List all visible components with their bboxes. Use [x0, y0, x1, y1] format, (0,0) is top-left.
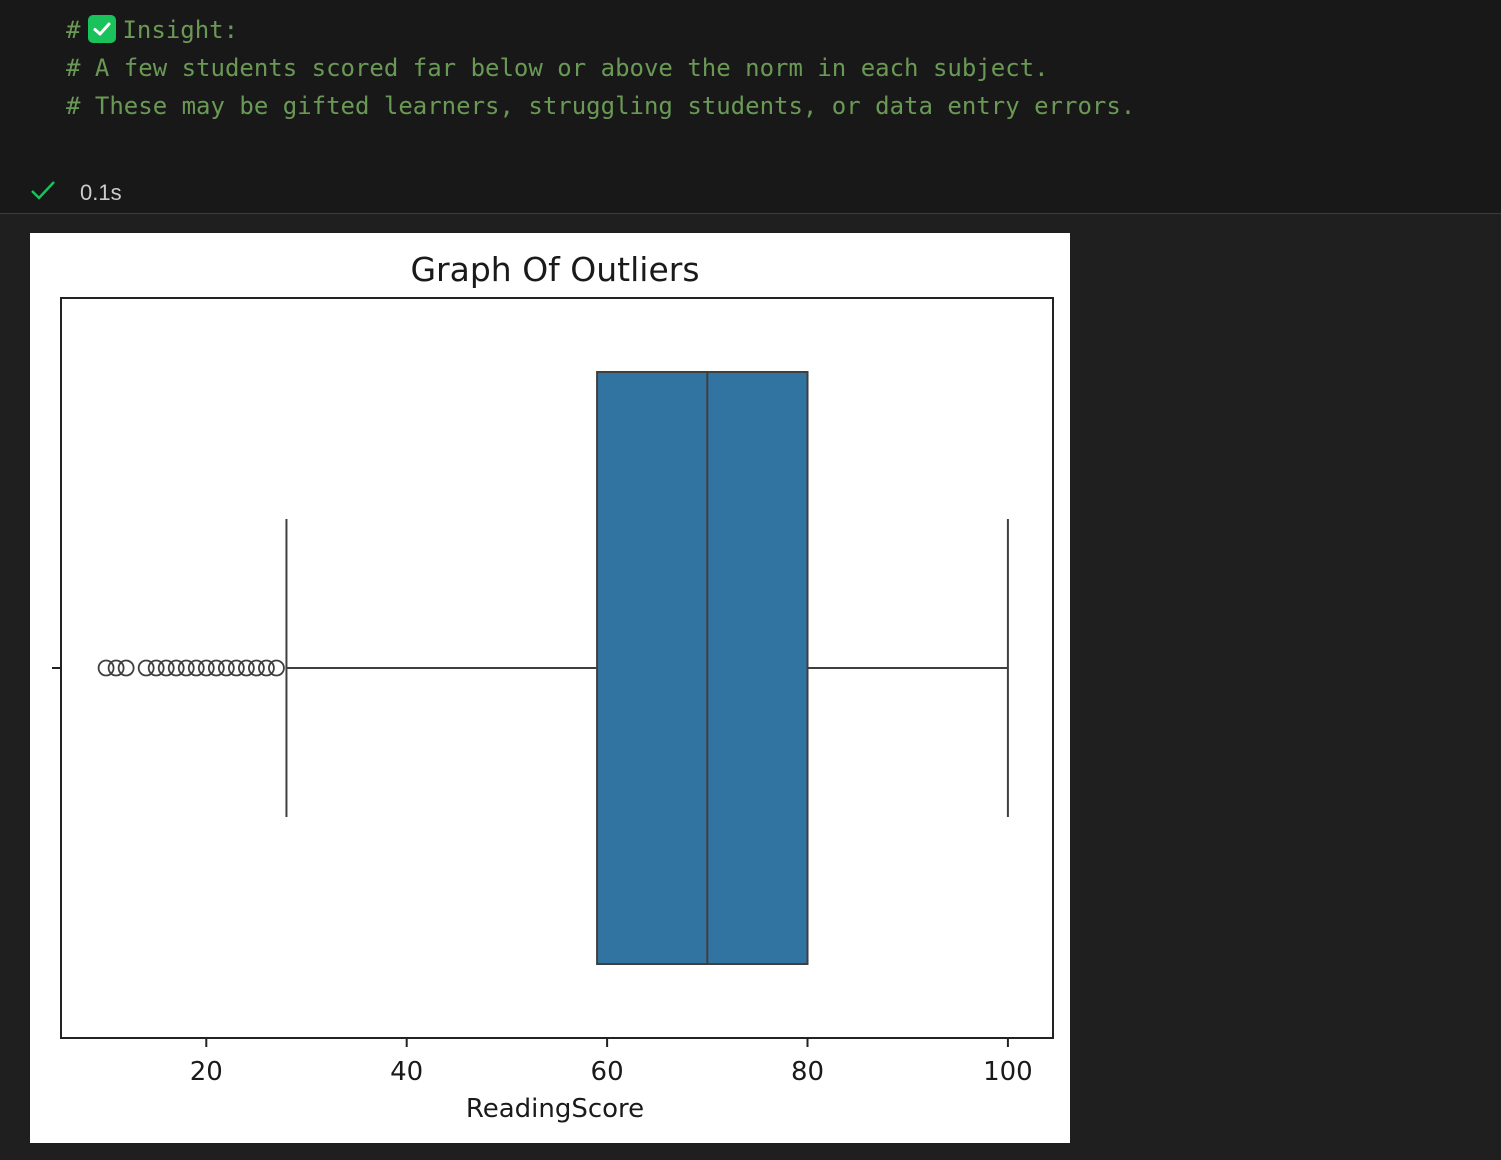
outlier-point [107, 659, 125, 677]
outlier-point [97, 659, 115, 677]
x-tick-label: 20 [190, 1057, 223, 1087]
cell-status-bar: 0.1s [0, 160, 1501, 214]
comment-hash: # [66, 16, 81, 44]
comment-line-1: # Insight: [66, 15, 238, 45]
outlier-point [247, 659, 265, 677]
x-tick-label: 60 [591, 1057, 624, 1087]
chart-title: Graph Of Outliers [410, 250, 699, 289]
outlier-point [217, 659, 235, 677]
comment-line-3: # These may be gifted learners, struggli… [66, 92, 1136, 120]
outlier-point [157, 659, 175, 677]
x-axis-label: ReadingScore [466, 1094, 644, 1124]
outlier-point [197, 659, 215, 677]
checkmark-icon [31, 181, 55, 200]
x-tick-label: 40 [390, 1057, 423, 1087]
iqr-box [596, 371, 809, 965]
boxplot-chart: Graph Of Outliers 20 40 60 80 100 ReadingSco… [52, 250, 1054, 1124]
outlier-point [117, 659, 135, 677]
comment-line-2: # A few students scored far below or abo… [66, 54, 1049, 82]
outlier-point [177, 659, 195, 677]
outlier-point [237, 659, 255, 677]
outlier-point [258, 659, 275, 677]
white-check-mark-button-icon [88, 15, 117, 43]
outlier-point [147, 659, 165, 677]
outlier-point [167, 659, 185, 677]
x-tick-label: 80 [791, 1057, 824, 1087]
outlier-point [187, 659, 205, 677]
outlier-point [227, 659, 245, 677]
outlier-point [207, 659, 225, 677]
outlier-point [137, 659, 155, 677]
x-tick-label: 100 [983, 1057, 1033, 1087]
insight-label: Insight: [122, 16, 239, 44]
outlier-point [268, 659, 285, 677]
code-cell[interactable]: # Insight: # A few students scored far be… [0, 0, 1501, 160]
execution-time: 0.1s [80, 180, 122, 205]
cell-output: Graph Of Outliers 20 40 60 80 100 ReadingSco… [30, 233, 1070, 1143]
